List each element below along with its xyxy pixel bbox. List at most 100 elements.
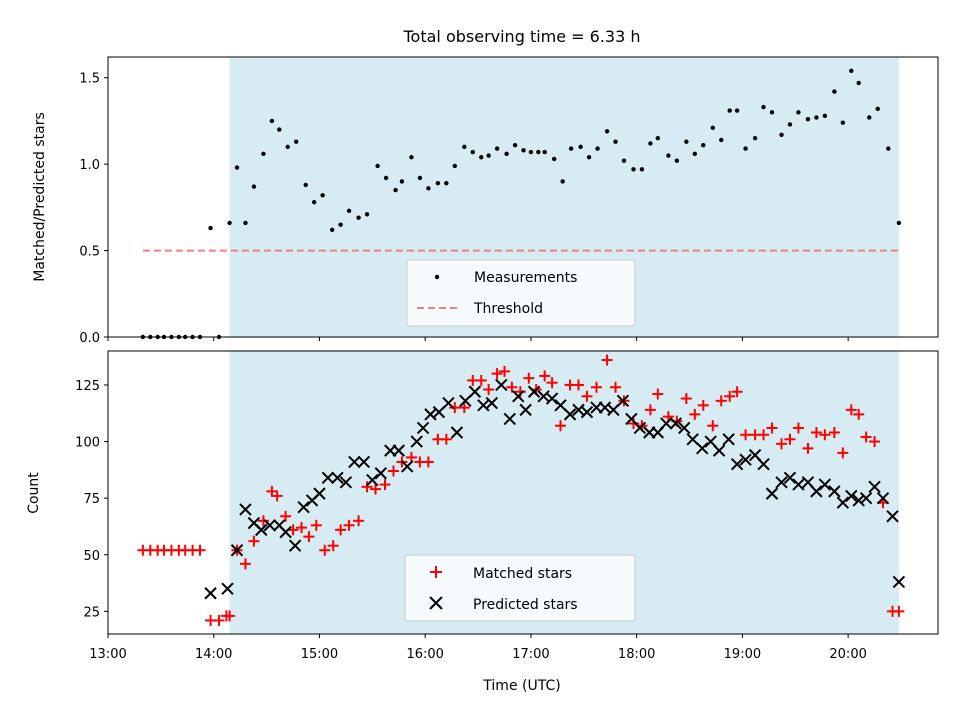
predicted-star-point bbox=[757, 457, 770, 471]
panel-counts: 25 50 75 100 125 13:00 14:00 15:00 16:00 17:00 18… bbox=[26, 350, 939, 694]
matched-star-point bbox=[776, 438, 788, 450]
matched-star-point bbox=[539, 370, 551, 382]
matched-star-point bbox=[652, 388, 664, 400]
panel-ratio: 0.0 0.5 1.0 1.5 Matched/Predicted stars Mea… bbox=[32, 56, 939, 346]
measurement-point bbox=[568, 146, 574, 151]
bottom-x-tick-label: 17:00 bbox=[512, 647, 549, 662]
bottom-x-tick-label: 19:00 bbox=[724, 647, 761, 662]
measurement-point bbox=[684, 139, 689, 144]
matched-star-point bbox=[828, 427, 840, 439]
figure-title: Total observing time = 6.33 h bbox=[402, 27, 640, 46]
matched-star-point bbox=[257, 515, 269, 527]
top-y-tick-label: 1.0 bbox=[79, 158, 100, 173]
legend-matched-marker bbox=[430, 566, 442, 578]
matched-star-point bbox=[310, 519, 322, 531]
predicted-star-point bbox=[450, 426, 464, 439]
matched-star-point bbox=[449, 402, 461, 414]
measurement-point bbox=[822, 113, 828, 118]
bottom-x-tick-label: 13:00 bbox=[89, 647, 126, 662]
measurement-point bbox=[528, 149, 534, 155]
measurement-point bbox=[521, 148, 526, 153]
legend-matched-label: Matched stars bbox=[473, 566, 572, 582]
predicted-star-point bbox=[230, 544, 244, 557]
matched-star-point bbox=[546, 377, 558, 389]
predicted-star-point bbox=[313, 487, 326, 500]
predicted-star-point bbox=[868, 480, 881, 494]
matched-star-point bbox=[379, 479, 391, 491]
bottom-y-tick-label: 25 bbox=[83, 605, 100, 620]
matched-star-point bbox=[458, 402, 470, 414]
predicted-star-point bbox=[886, 510, 899, 523]
legend-predicted-label: Predicted stars bbox=[473, 597, 578, 613]
bottom-y-axis-ticks: 25 50 75 100 125 bbox=[75, 379, 108, 620]
measurement-point bbox=[875, 106, 880, 112]
matched-star-point bbox=[766, 422, 778, 434]
measurement-point bbox=[227, 220, 232, 226]
measurement-point bbox=[234, 165, 240, 170]
measurement-point bbox=[277, 127, 282, 132]
matched-star-point bbox=[224, 610, 236, 622]
predicted-star-point bbox=[722, 433, 735, 446]
matched-star-point bbox=[707, 420, 719, 432]
measurement-point bbox=[779, 132, 784, 137]
measurement-point bbox=[692, 151, 698, 156]
matched-star-point bbox=[590, 381, 602, 393]
predicted-star-point bbox=[669, 417, 682, 430]
predicted-star-point bbox=[712, 444, 726, 457]
matched-star-point bbox=[869, 436, 881, 448]
predicted-star-point bbox=[263, 519, 276, 532]
top-y-tick-label: 0.0 bbox=[79, 331, 100, 346]
bottom-legend-box bbox=[404, 554, 636, 622]
measurement-point bbox=[832, 89, 837, 94]
bottom-y-tick-label: 75 bbox=[83, 492, 100, 507]
predicted-star-point bbox=[633, 421, 647, 435]
measurement-point bbox=[303, 182, 308, 188]
bottom-y-axis-label: Count bbox=[26, 472, 42, 514]
matched-star-point bbox=[422, 456, 434, 468]
measurement-point bbox=[435, 180, 441, 186]
measurement-point bbox=[512, 142, 518, 148]
legend-predicted-marker bbox=[429, 596, 443, 610]
measurement-point bbox=[375, 163, 380, 169]
matched-star-point bbox=[555, 420, 567, 432]
measurement-point bbox=[639, 167, 645, 172]
measurement-point bbox=[769, 110, 775, 115]
matched-star-point bbox=[792, 422, 804, 434]
measurement-point bbox=[285, 144, 290, 150]
bottom-legend: Matched stars Predicted stars bbox=[404, 554, 636, 622]
predicted-star-point bbox=[845, 489, 858, 503]
measurement-point bbox=[578, 144, 583, 150]
measurement-point bbox=[631, 167, 636, 172]
measurement-point bbox=[856, 80, 861, 86]
matched-star-point bbox=[295, 522, 307, 534]
measurement-point bbox=[470, 149, 475, 155]
matched-star-point bbox=[361, 481, 373, 493]
predicted-star-point bbox=[876, 491, 890, 505]
measurement-point bbox=[814, 115, 819, 120]
measurement-point bbox=[399, 179, 405, 184]
bottom-x-axis-ticks: 13:00 14:00 15:00 16:00 17:00 18:00 19:00 20:00 bbox=[89, 634, 867, 662]
predicted-star-point bbox=[459, 394, 472, 408]
matched-star-point bbox=[213, 614, 225, 626]
predicted-star-point bbox=[828, 485, 841, 498]
predicted-star-point bbox=[288, 539, 302, 552]
bottom-x-tick-label: 20:00 bbox=[829, 647, 866, 662]
matched-star-point bbox=[506, 381, 518, 393]
matched-star-point bbox=[731, 386, 743, 398]
matched-star-point bbox=[689, 408, 701, 420]
measurement-point bbox=[444, 180, 449, 186]
measurement-point bbox=[743, 146, 748, 151]
predicted-star-point bbox=[580, 405, 594, 419]
measurement-point bbox=[719, 137, 724, 143]
predicted-star-point bbox=[730, 457, 744, 471]
matched-star-point bbox=[327, 540, 339, 552]
measurement-point bbox=[805, 117, 811, 122]
legend-measurements-marker bbox=[434, 274, 440, 280]
measurement-point bbox=[243, 220, 248, 226]
matched-star-point bbox=[387, 465, 399, 477]
predicted-star-point bbox=[792, 478, 805, 491]
predicted-star-point bbox=[410, 435, 423, 448]
bottom-x-tick-label: 18:00 bbox=[618, 647, 655, 662]
measurement-point bbox=[346, 208, 352, 214]
predicted-star-point bbox=[810, 485, 823, 498]
